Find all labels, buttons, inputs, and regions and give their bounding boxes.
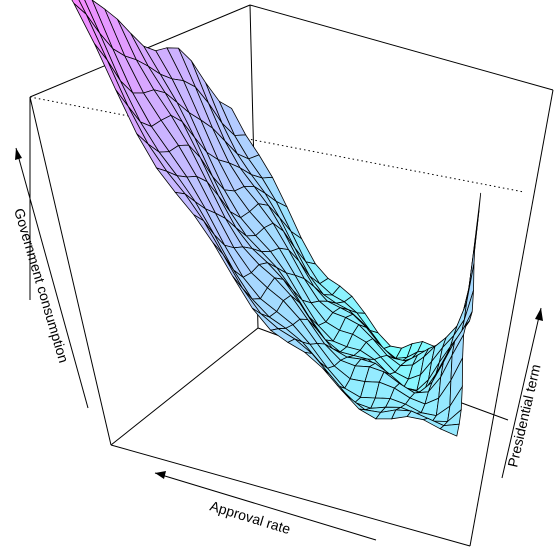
box-front-edges (110, 89, 554, 547)
z-axis-arrow (15, 147, 89, 409)
surface-mesh (71, 0, 482, 437)
x-axis-arrow (154, 471, 377, 541)
y-axis-label: Presidential term (504, 363, 543, 469)
y-axis-arrow (501, 307, 543, 479)
z-axis-label: Government consumption (11, 206, 72, 364)
x-axis-label: Approval rate (208, 498, 293, 538)
surface-facet (439, 423, 460, 437)
